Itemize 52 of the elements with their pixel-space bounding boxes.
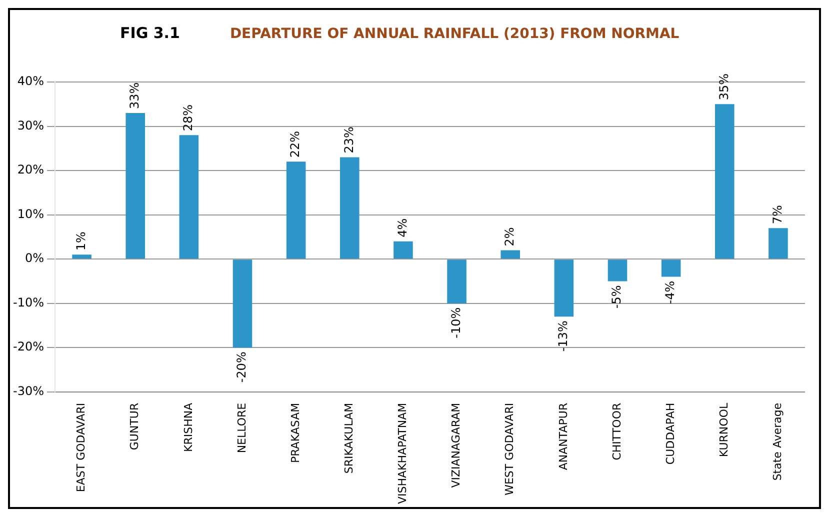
x-tick-label: EAST GODAVARI (74, 402, 88, 492)
y-tick-label: 40% (17, 74, 44, 88)
bar (72, 254, 92, 259)
bar (340, 157, 360, 259)
x-tick-label: KRISHNA (182, 402, 195, 452)
data-label: -4% (663, 280, 678, 304)
data-label: 4% (395, 218, 410, 238)
chart-title: FIG 3.1 (120, 24, 180, 42)
data-label: 28% (181, 104, 196, 132)
data-label: 35% (716, 73, 731, 100)
x-tick-label: CHITTOOR (610, 402, 624, 460)
x-tick-label: SRIKAKULAM (342, 402, 356, 474)
bar (768, 228, 788, 259)
x-tick-label: WEST GODAVARI (503, 402, 516, 496)
bar (447, 260, 466, 304)
data-label: 23% (342, 126, 356, 154)
data-label: 7% (770, 205, 784, 224)
y-tick-label: 10% (17, 206, 44, 221)
data-label: -10% (448, 307, 463, 338)
y-tick-label: -10% (12, 295, 44, 310)
x-tick-label: ANANTAPUR (556, 402, 570, 470)
x-tick-label: NELLORE (235, 402, 248, 454)
x-tick-label: KURNOOL (718, 402, 730, 458)
bar (608, 260, 628, 282)
y-tick-label: 0% (24, 251, 44, 266)
chart-subtitle: DEPARTURE OF ANNUAL RAINFALL (2013) FROM NORMAL (230, 26, 680, 42)
y-tick-label: -30% (12, 384, 44, 398)
data-label: -5% (610, 285, 624, 309)
bar (394, 241, 413, 259)
x-tick-label: VIZIANAGARAM (450, 402, 463, 488)
x-tick-label: State Average (771, 402, 784, 481)
bar (500, 250, 520, 259)
data-label: 1% (74, 232, 88, 251)
bar (179, 135, 199, 259)
bar (554, 260, 574, 317)
bar (661, 260, 681, 277)
bar (126, 112, 145, 259)
data-label: 22% (288, 131, 302, 158)
y-tick-label: 30% (17, 118, 44, 132)
x-tick-label: VISHAKHAPATNAM (396, 402, 410, 504)
data-label: 2% (502, 227, 516, 246)
data-label: -20% (234, 352, 249, 383)
bar (286, 162, 306, 259)
x-tick-label: CUDDAPAH (664, 402, 677, 465)
data-label: 33% (127, 82, 142, 109)
y-tick-label: -20% (12, 340, 44, 354)
bar (232, 260, 252, 348)
x-tick-label: GUNTUR (128, 402, 142, 450)
x-tick-label: PRAKASAM (288, 402, 302, 463)
y-tick-label: 20% (17, 162, 44, 177)
data-label: -13% (556, 320, 570, 352)
bar (715, 104, 734, 259)
